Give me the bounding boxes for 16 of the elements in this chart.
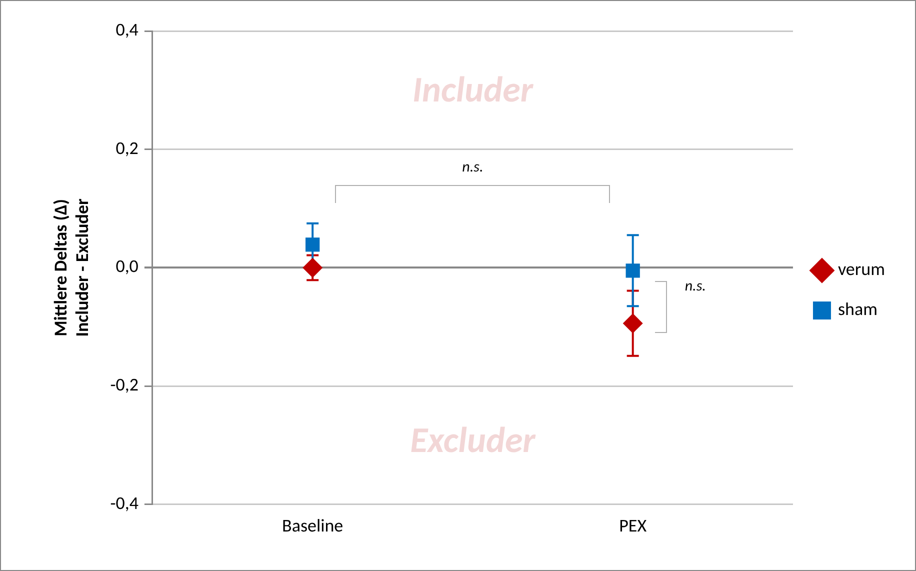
point (302, 258, 323, 278)
y-tick-label: -0,2 (110, 374, 138, 396)
y-tick-label: -0,4 (110, 492, 138, 514)
point (622, 313, 643, 334)
y-tick-label: 0,2 (116, 136, 138, 159)
x-tick-label: PEX (619, 514, 648, 537)
annotation: n.s. (684, 278, 706, 296)
y-axis-title: Mittlere Deltas (Δ) Includer - Excluder (49, 198, 93, 337)
point (626, 264, 640, 278)
y-tick-label: 0,0 (116, 255, 138, 278)
legend-label: verum (838, 258, 886, 280)
y-tick-label: 0,4 (116, 18, 138, 40)
legend-label: sham (838, 298, 878, 320)
point (306, 238, 320, 252)
x-tick-label: Baseline (282, 514, 344, 537)
annotation: n.s. (462, 158, 484, 177)
